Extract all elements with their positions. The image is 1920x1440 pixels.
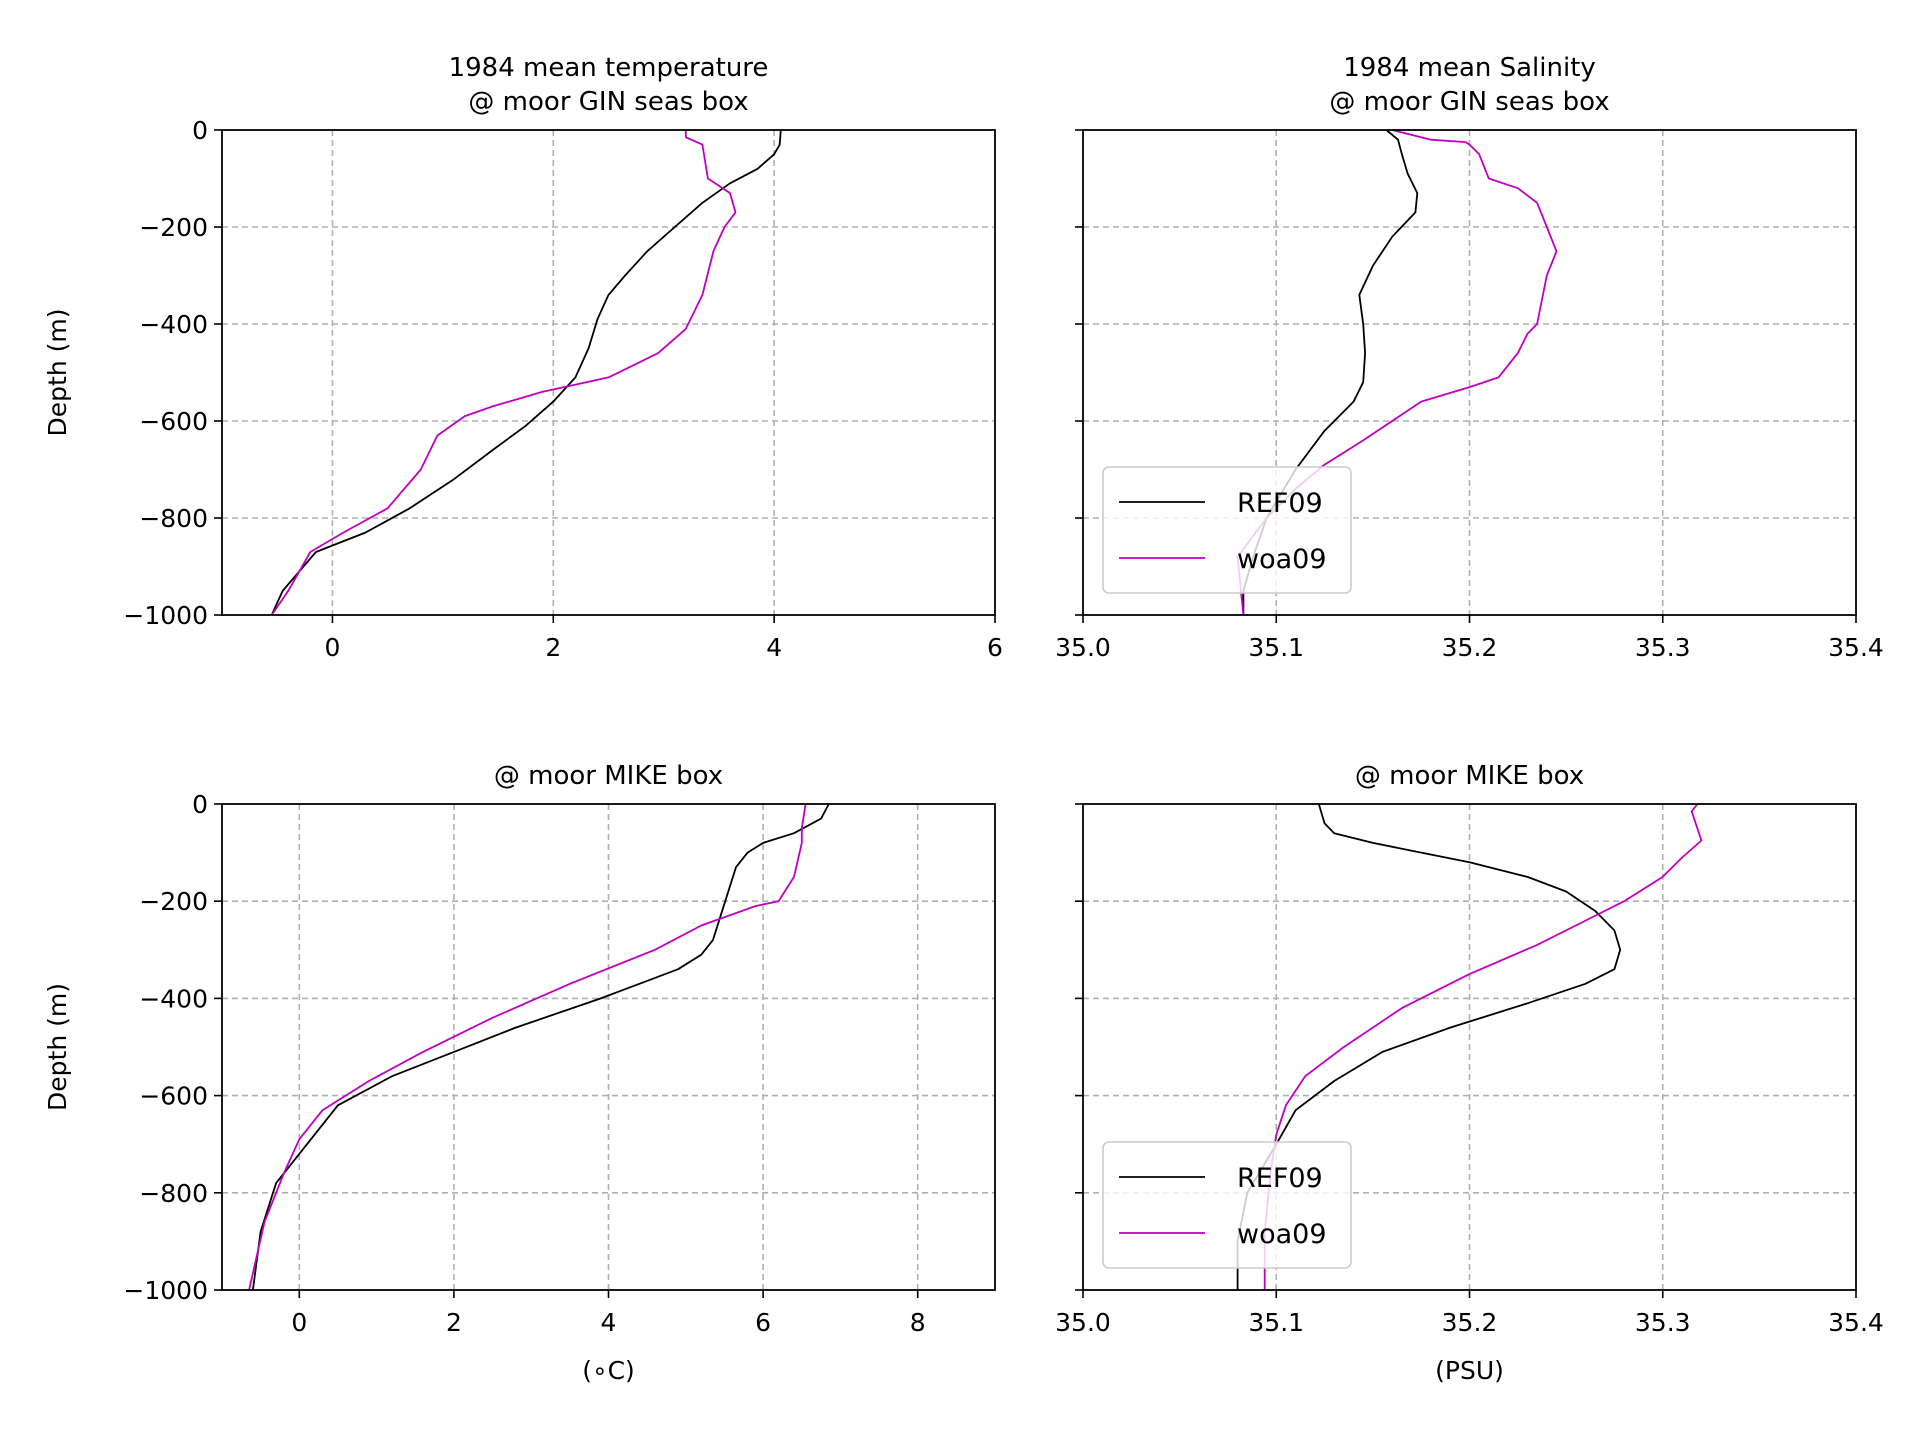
series-line-ref09 [1236, 803, 1622, 1290]
series-line-woa09 [270, 130, 737, 616]
y-axis-label: Depth (m) [43, 309, 72, 437]
legend-box [1102, 466, 1352, 594]
x-axis-label: (∘C) [582, 1356, 635, 1385]
x-tick-label: 4 [601, 1308, 617, 1337]
y-axis-label: Depth (m) [43, 983, 72, 1111]
y-tick-label: −600 [139, 1082, 208, 1111]
panel-title: 1984 mean temperature [449, 53, 769, 83]
y-tick-label: −800 [139, 1179, 208, 1208]
y-tick-label: −200 [139, 887, 208, 916]
legend: REF09 woa09 [1102, 466, 1352, 594]
y-tick-label: −400 [139, 310, 208, 339]
panel-title: @ moor GIN seas box [468, 87, 748, 117]
panel-1: 0 2 4 6 0 −200 −400 −600 −800 −1000 1984 mean temp… [43, 53, 1003, 662]
y-tick-label: −400 [139, 984, 208, 1013]
x-tick-label: 35.0 [1055, 1308, 1111, 1337]
legend-label-ref09: REF09 [1237, 1163, 1323, 1194]
x-tick-label: 35.1 [1248, 1308, 1304, 1337]
series-line-ref09 [252, 803, 830, 1291]
y-tick-label: 0 [192, 790, 208, 819]
panel-title: @ moor GIN seas box [1329, 87, 1609, 117]
y-tick-label: −1000 [123, 601, 208, 630]
x-tick-label: 6 [755, 1308, 771, 1337]
x-tick-label: 35.3 [1635, 633, 1691, 662]
x-tick-label: 35.2 [1442, 633, 1498, 662]
panel-2: 35.0 35.1 35.2 35.3 35.4 1984 mean Salinity @ … [1055, 53, 1884, 662]
x-axis-label: (PSU) [1435, 1356, 1504, 1385]
series-line-woa09 [248, 803, 807, 1291]
x-tick-label: 2 [446, 1308, 462, 1337]
y-tick-label: −600 [139, 407, 208, 436]
legend-label-woa09: woa09 [1237, 544, 1327, 575]
panel-title: 1984 mean Salinity [1343, 53, 1596, 83]
panel-4: 35.0 35.1 35.2 35.3 35.4 @ moor MIKE box (PSU)… [1055, 761, 1884, 1385]
panel-title: @ moor MIKE box [494, 761, 723, 791]
x-tick-label: 35.1 [1248, 633, 1304, 662]
x-tick-label: 8 [910, 1308, 926, 1337]
x-tick-label: 0 [291, 1308, 307, 1337]
x-tick-label: 35.0 [1055, 633, 1111, 662]
x-tick-label: 0 [324, 633, 340, 662]
x-tick-label: 35.3 [1635, 1308, 1691, 1337]
legend-label-ref09: REF09 [1237, 488, 1323, 519]
legend: REF09 woa09 [1102, 1141, 1352, 1269]
x-tick-label: 35.4 [1828, 633, 1884, 662]
legend-box [1102, 1141, 1352, 1269]
x-tick-label: 4 [766, 633, 782, 662]
x-tick-label: 6 [987, 633, 1003, 662]
x-tick-label: 35.2 [1442, 1308, 1498, 1337]
panel-title: @ moor MIKE box [1355, 761, 1584, 791]
y-tick-label: −800 [139, 504, 208, 533]
axes-frame [221, 129, 996, 616]
y-tick-label: −200 [139, 213, 208, 242]
panel-3: 0 2 4 6 8 0 −200 −400 −600 −800 −1000 @ moor MIKE b… [43, 761, 996, 1385]
x-tick-label: 35.4 [1828, 1308, 1884, 1337]
y-tick-label: −1000 [123, 1276, 208, 1305]
x-tick-label: 2 [545, 633, 561, 662]
y-tick-label: 0 [192, 116, 208, 145]
series-line-ref09 [270, 129, 782, 616]
legend-label-woa09: woa09 [1237, 1219, 1327, 1250]
